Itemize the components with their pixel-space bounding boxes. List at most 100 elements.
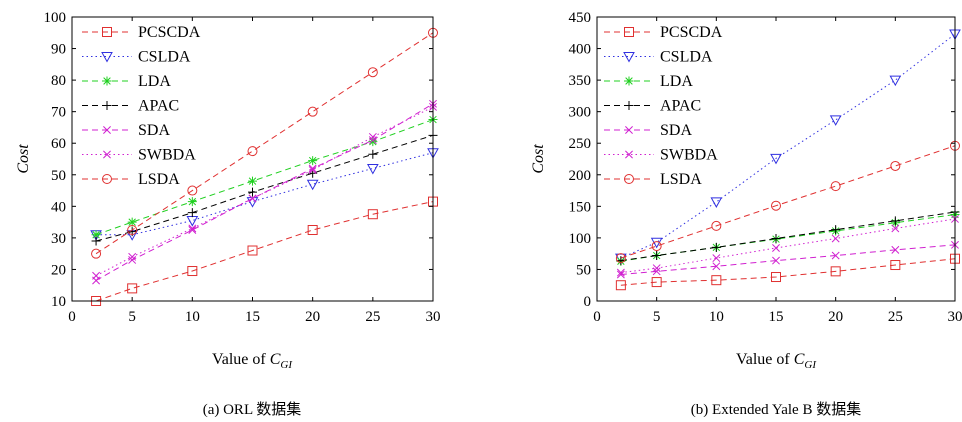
legend-marker-apac — [624, 101, 634, 110]
legend-entry-apac: APAC — [604, 98, 701, 115]
point-lda — [368, 137, 378, 147]
x-tick-label: 10 — [709, 309, 724, 325]
legend-label: SWBDA — [660, 147, 718, 164]
legend-label: LSDA — [660, 171, 702, 188]
y-tick-label: 450 — [569, 10, 592, 26]
point-pcscda — [615, 280, 626, 291]
point-apac — [368, 149, 378, 159]
point-apac — [890, 216, 900, 226]
point-apac — [91, 236, 101, 246]
point-pcscda — [307, 225, 318, 235]
x-tick-label: 5 — [128, 309, 136, 325]
point-sda — [128, 256, 137, 264]
x-tick-label: 5 — [653, 309, 661, 325]
point-apac — [831, 225, 841, 235]
point-apac — [771, 234, 781, 244]
point-lsda — [651, 241, 662, 252]
series-layer-orl — [90, 27, 439, 306]
legend-marker-swbda — [103, 150, 111, 159]
point-lsda — [247, 146, 258, 157]
legend-yale: PCSCDA CSLDA LDA APAC SDA SWBDA LSDA — [604, 24, 723, 188]
legend-label: APAC — [138, 98, 179, 115]
y-tick-label: 250 — [569, 136, 592, 152]
point-swbda — [652, 264, 661, 273]
point-sda — [652, 267, 661, 276]
legend-entry-lsda: LSDA — [604, 171, 702, 188]
point-lsda — [615, 253, 626, 264]
legend-label: LSDA — [138, 171, 180, 188]
y-axis-label-yale: Cost — [530, 144, 547, 174]
x-axis-label-orl: Value of CGI — [212, 351, 293, 371]
point-lsda — [91, 248, 102, 259]
y-axis-label-orl: Cost — [15, 144, 32, 174]
point-lda — [308, 156, 318, 166]
point-swbda — [831, 234, 840, 243]
series-lda — [616, 210, 960, 266]
point-pcscda — [890, 260, 901, 271]
ticks-orl: 0 5 10 15 20 25 30 10 20 30 40 50 60 70 80 90 100 — [44, 10, 441, 325]
y-tick-label: 70 — [51, 105, 66, 121]
x-tick-label: 0 — [68, 309, 76, 325]
legend-marker-lda — [102, 76, 112, 86]
y-tick-label: 100 — [44, 10, 67, 26]
point-sda — [891, 245, 900, 254]
point-swbda — [616, 268, 625, 277]
legend-entry-swbda: SWBDA — [604, 147, 718, 164]
legend-label: SWBDA — [138, 147, 196, 164]
y-tick-label: 60 — [51, 136, 66, 152]
point-cslda — [710, 197, 723, 208]
point-lsda — [367, 67, 378, 78]
point-sda — [772, 256, 780, 265]
legend-label: LDA — [138, 73, 171, 90]
x-tick-label: 20 — [305, 309, 320, 325]
legend-marker-sda — [103, 126, 111, 134]
point-cslda — [246, 197, 259, 208]
point-swbda — [891, 224, 900, 233]
y-tick-label: 40 — [51, 199, 66, 215]
y-tick-label: 0 — [584, 294, 592, 310]
point-apac — [187, 208, 197, 218]
y-tick-label: 80 — [51, 73, 66, 89]
legend-entry-pcscda: PCSCDA — [82, 24, 201, 41]
y-tick-label: 350 — [569, 73, 592, 89]
point-lsda — [187, 185, 198, 196]
legend-entry-sda: SDA — [82, 122, 170, 139]
series-swbda — [616, 215, 959, 277]
legend-orl: PCSCDA CSLDA LDA APAC SDA SWBDA LSDA — [82, 24, 201, 188]
legend-entry-lsda: LSDA — [82, 171, 180, 188]
plot-frame-yale — [596, 16, 956, 302]
x-tick-label: 0 — [593, 309, 601, 325]
legend-label: SDA — [138, 122, 170, 139]
y-tick-label: 50 — [576, 262, 591, 278]
y-tick-label: 100 — [569, 231, 592, 247]
legend-marker-cslda — [623, 52, 635, 63]
legend-label: PCSCDA — [138, 24, 201, 41]
legend-marker-sda — [625, 126, 633, 134]
point-cslda — [186, 216, 199, 227]
point-swbda — [368, 132, 377, 141]
caption-yale: (b) Extended Yale B 数据集 — [691, 401, 861, 418]
y-tick-label: 400 — [569, 42, 592, 58]
series-lsda — [615, 140, 960, 264]
series-line-swbda — [620, 218, 956, 274]
legend-entry-swbda: SWBDA — [82, 147, 196, 164]
point-swbda — [772, 244, 780, 252]
legend-entry-cslda: CSLDA — [604, 49, 713, 66]
point-apac — [652, 251, 662, 261]
series-pcscda — [91, 196, 438, 306]
point-swbda — [188, 224, 197, 233]
legend-marker-cslda — [101, 52, 113, 63]
y-tick-label: 300 — [569, 105, 592, 121]
point-pcscda — [127, 283, 138, 294]
point-pcscda — [651, 277, 662, 288]
legend-entry-lda: LDA — [82, 73, 171, 90]
legend-label: CSLDA — [660, 49, 713, 66]
y-tick-label: 20 — [51, 262, 66, 278]
x-tick-label: 30 — [948, 309, 962, 325]
legend-entry-lda: LDA — [604, 73, 693, 90]
series-swbda — [92, 102, 437, 280]
legend-label: LDA — [660, 73, 693, 90]
point-pcscda — [711, 275, 722, 286]
point-lsda — [307, 106, 318, 117]
